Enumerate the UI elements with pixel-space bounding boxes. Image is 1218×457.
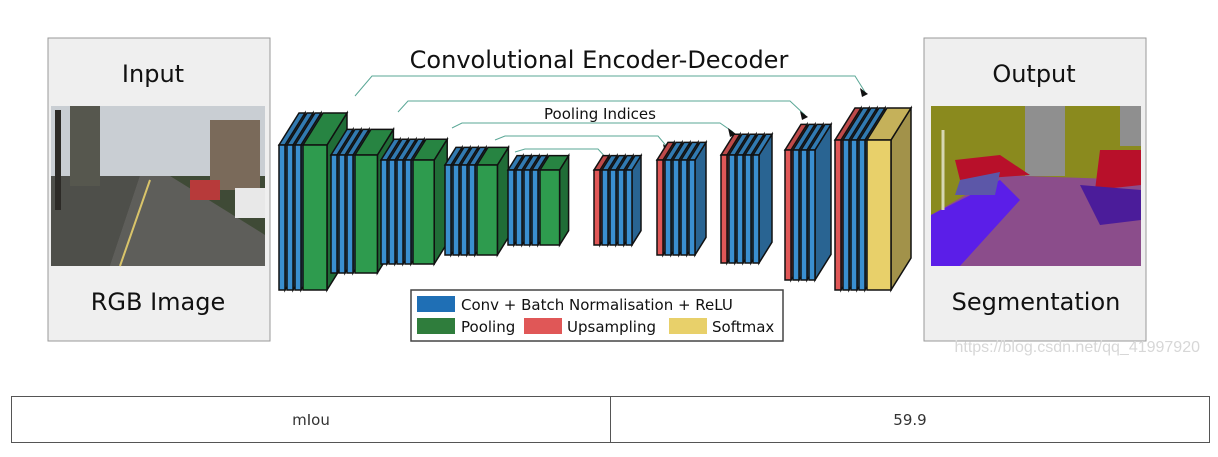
legend-softmax-label: Softmax bbox=[712, 318, 774, 336]
legend-upsampling-swatch bbox=[524, 318, 562, 334]
legend: Conv + Batch Normalisation + ReLU Poolin… bbox=[410, 289, 784, 342]
legend-pool-label: Pooling bbox=[461, 318, 515, 336]
result-table: mIou 59.9 bbox=[11, 396, 1210, 443]
legend-softmax-swatch bbox=[669, 318, 707, 334]
watermark-text: https://blog.csdn.net/qq_41997920 bbox=[954, 339, 1200, 356]
legend-upsampling-label: Upsampling bbox=[567, 318, 656, 336]
metric-value-cell: 59.9 bbox=[610, 396, 1210, 443]
metric-name-cell: mIou bbox=[11, 396, 611, 443]
legend-conv-label: Conv + Batch Normalisation + ReLU bbox=[461, 296, 733, 314]
layer-conv-7-4 bbox=[751, 131, 774, 266]
pooling-index-arrows bbox=[354, 75, 866, 161]
output-caption: Segmentation bbox=[952, 288, 1121, 316]
layer-pool-4-4 bbox=[538, 152, 570, 248]
input-caption: RGB Image bbox=[91, 288, 226, 316]
network-layers bbox=[277, 105, 913, 293]
diagram-title: Convolutional Encoder-Decoder bbox=[410, 46, 789, 74]
input-panel: Input RGB Image bbox=[47, 37, 271, 342]
legend-pool-swatch bbox=[417, 318, 455, 334]
layer-conv-8-3 bbox=[807, 121, 833, 283]
layer-conv-6-4 bbox=[687, 139, 708, 258]
layer-softmax-9-4 bbox=[865, 105, 913, 293]
input-title: Input bbox=[122, 60, 184, 88]
segmentation-map bbox=[931, 106, 1141, 266]
output-title: Output bbox=[992, 60, 1075, 88]
street-scene-photo bbox=[51, 106, 265, 267]
segnet-architecture-diagram: Input RGB Image Output bbox=[47, 37, 1200, 356]
layer-pool-3-4 bbox=[475, 144, 510, 258]
layer-pool-2-4 bbox=[411, 136, 449, 267]
pooling-indices-label: Pooling Indices bbox=[544, 105, 656, 123]
output-panel: Output Segmentation bbox=[923, 37, 1147, 342]
table-row: mIou 59.9 bbox=[11, 396, 1210, 443]
legend-conv-swatch bbox=[417, 296, 455, 312]
layer-conv-5-4 bbox=[624, 152, 643, 248]
